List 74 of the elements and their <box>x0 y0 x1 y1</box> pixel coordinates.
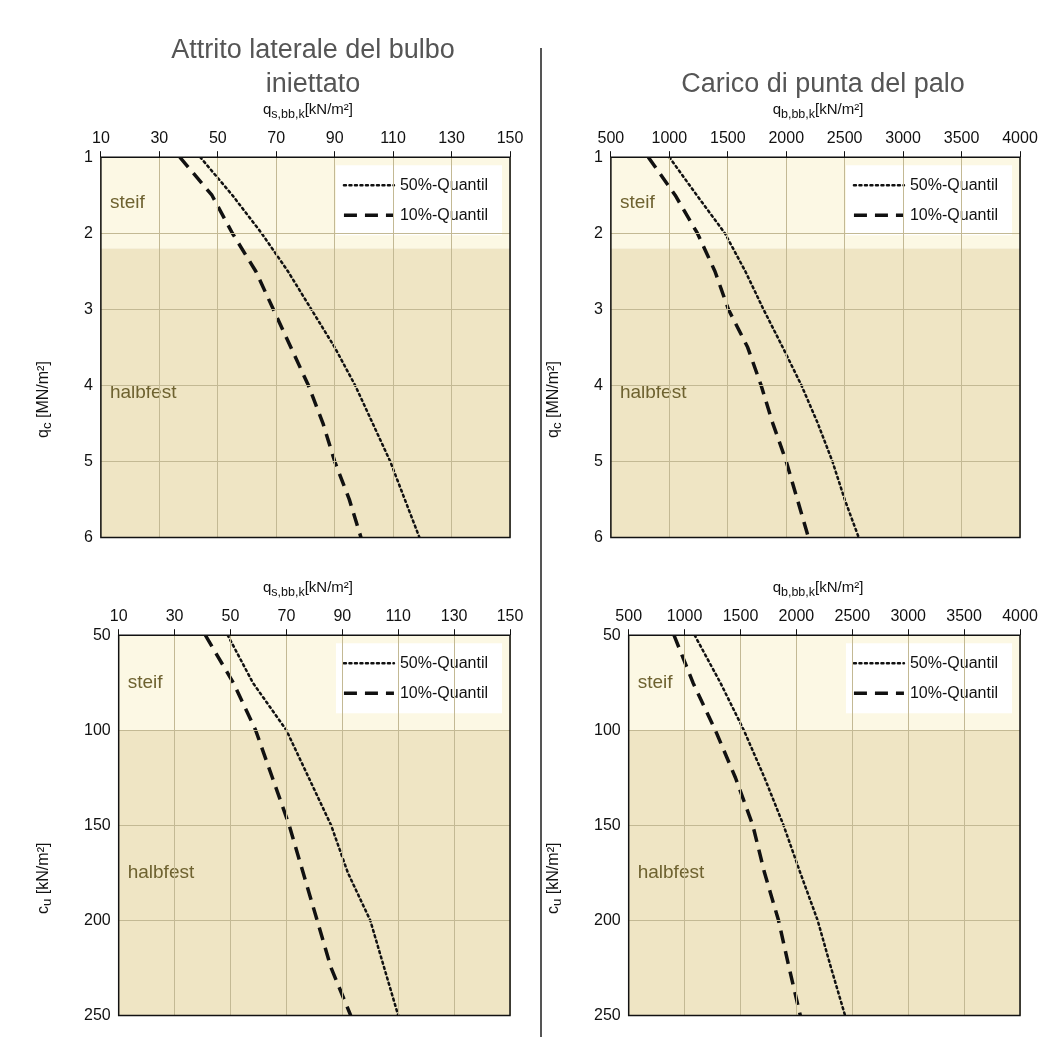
x-tick-label: 90 <box>333 607 352 625</box>
x-axis-title: q$_{s,bb,k}$[kN/m²] <box>262 578 354 599</box>
legend-label: 10%-Quantil <box>909 205 998 223</box>
x-tick-label: 10 <box>92 129 110 147</box>
y-tick-label: 250 <box>593 1005 621 1023</box>
x-tick-label: 1000 <box>651 129 688 147</box>
band-label: steif <box>109 191 146 213</box>
x-tick-label: 130 <box>440 607 468 625</box>
x-tick-label: 4000 <box>1002 129 1038 147</box>
band-label: halbfest <box>127 861 195 883</box>
y-tick-label: 3 <box>593 299 603 317</box>
y-tick-label: 50 <box>92 625 111 643</box>
band-label: steif <box>619 191 656 213</box>
x-tick-label: 150 <box>496 607 524 625</box>
legend-label: 50%-Quantil <box>909 175 998 193</box>
x-tick-label: 2500 <box>826 129 863 147</box>
band-label: steif <box>637 670 674 692</box>
x-tick-label: 70 <box>267 129 286 147</box>
y-tick-label: 1 <box>83 147 93 165</box>
x-tick-label: 2000 <box>768 129 805 147</box>
y-tick-label: 150 <box>83 815 111 833</box>
x-axis-title: q$_{s,bb,k}$[kN/m²] <box>262 100 354 121</box>
x-tick-label: 1000 <box>666 607 703 625</box>
legend-label: 10%-Quantil <box>909 683 998 701</box>
y-tick-label: 150 <box>593 815 621 833</box>
y-tick-label: 4 <box>83 375 93 393</box>
x-tick-label: 130 <box>438 129 465 147</box>
y-tick-label: 200 <box>593 910 621 928</box>
y-tick-label: 6 <box>83 527 93 545</box>
x-tick-label: 3500 <box>943 129 980 147</box>
y-tick-label: 250 <box>83 1005 111 1023</box>
band-label: steif <box>127 670 164 692</box>
y-tick-label: 100 <box>83 720 111 738</box>
x-tick-label: 50 <box>208 129 227 147</box>
legend-label: 50%-Quantil <box>399 653 488 671</box>
x-tick-label: 50 <box>221 607 240 625</box>
x-tick-label: 3000 <box>890 607 927 625</box>
y-tick-label: 200 <box>83 910 111 928</box>
y-tick-label: 3 <box>83 299 93 317</box>
y-tick-label: 5 <box>83 451 93 469</box>
band-label: halbfest <box>637 861 705 883</box>
x-tick-label: 110 <box>380 129 406 147</box>
y-tick-label: 4 <box>593 375 603 393</box>
y-tick-label: 6 <box>593 527 603 545</box>
y-tick-label: 50 <box>602 625 621 643</box>
chart-title: Carico di punta del palo <box>681 67 965 100</box>
x-tick-label: 3000 <box>885 129 922 147</box>
x-tick-label: 3500 <box>946 607 982 625</box>
x-tick-label: 4000 <box>1002 607 1038 625</box>
y-tick-label: 2 <box>83 223 93 241</box>
y-tick-label: 1 <box>593 147 603 165</box>
x-tick-label: 90 <box>325 129 344 147</box>
x-axis-title: q$_{b,bb,k}$[kN/m²] <box>771 100 865 121</box>
legend-label: 50%-Quantil <box>399 175 488 193</box>
x-tick-label: 30 <box>165 607 184 625</box>
chart-title: Attrito laterale del bulbo iniettato <box>170 33 456 100</box>
x-tick-label: 500 <box>597 129 625 147</box>
y-tick-label: 100 <box>593 720 621 738</box>
x-axis-title: q$_{b,bb,k}$[kN/m²] <box>771 578 865 599</box>
x-tick-label: 110 <box>385 607 412 625</box>
x-tick-label: 10 <box>109 607 128 625</box>
x-tick-label: 30 <box>150 129 169 147</box>
x-tick-label: 500 <box>615 607 643 625</box>
y-tick-label: 2 <box>593 223 603 241</box>
legend-label: 10%-Quantil <box>399 205 488 223</box>
x-tick-label: 2500 <box>834 607 871 625</box>
x-tick-label: 2000 <box>778 607 815 625</box>
x-tick-label: 70 <box>277 607 296 625</box>
x-tick-label: 1500 <box>722 607 759 625</box>
x-tick-label: 150 <box>496 129 524 147</box>
legend-label: 10%-Quantil <box>399 683 488 701</box>
legend-label: 50%-Quantil <box>909 653 998 671</box>
y-tick-label: 5 <box>593 451 603 469</box>
x-tick-label: 1500 <box>709 129 746 147</box>
